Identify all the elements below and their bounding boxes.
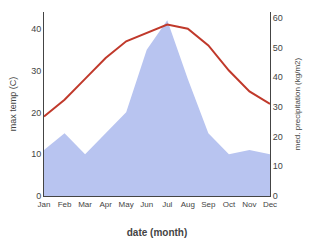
svg-text:Apr: Apr xyxy=(99,200,112,209)
svg-text:Aug: Aug xyxy=(181,200,195,209)
svg-text:Jan: Jan xyxy=(38,200,51,209)
svg-text:med. precipitation (kg/m2): med. precipitation (kg/m2) xyxy=(293,57,302,150)
svg-text:Sep: Sep xyxy=(201,200,216,209)
svg-text:Jun: Jun xyxy=(140,200,153,209)
svg-text:60: 60 xyxy=(273,13,283,23)
svg-text:0: 0 xyxy=(36,191,41,201)
svg-text:20: 20 xyxy=(31,108,41,118)
svg-text:Feb: Feb xyxy=(58,200,72,209)
svg-text:30: 30 xyxy=(273,102,283,112)
svg-text:40: 40 xyxy=(31,24,41,34)
svg-text:Nov: Nov xyxy=(242,200,256,209)
svg-text:Jul: Jul xyxy=(162,200,172,209)
svg-text:50: 50 xyxy=(273,43,283,53)
svg-text:30: 30 xyxy=(31,66,41,76)
svg-text:10: 10 xyxy=(31,149,41,159)
svg-text:date (month): date (month) xyxy=(127,227,188,238)
svg-text:May: May xyxy=(119,200,134,209)
svg-text:max temp (C): max temp (C) xyxy=(8,77,18,132)
svg-text:Dec: Dec xyxy=(263,200,277,209)
svg-text:Oct: Oct xyxy=(223,200,236,209)
svg-text:0: 0 xyxy=(273,191,278,201)
svg-text:40: 40 xyxy=(273,72,283,82)
svg-text:Mar: Mar xyxy=(78,200,92,209)
svg-text:10: 10 xyxy=(273,161,283,171)
svg-text:20: 20 xyxy=(273,132,283,142)
